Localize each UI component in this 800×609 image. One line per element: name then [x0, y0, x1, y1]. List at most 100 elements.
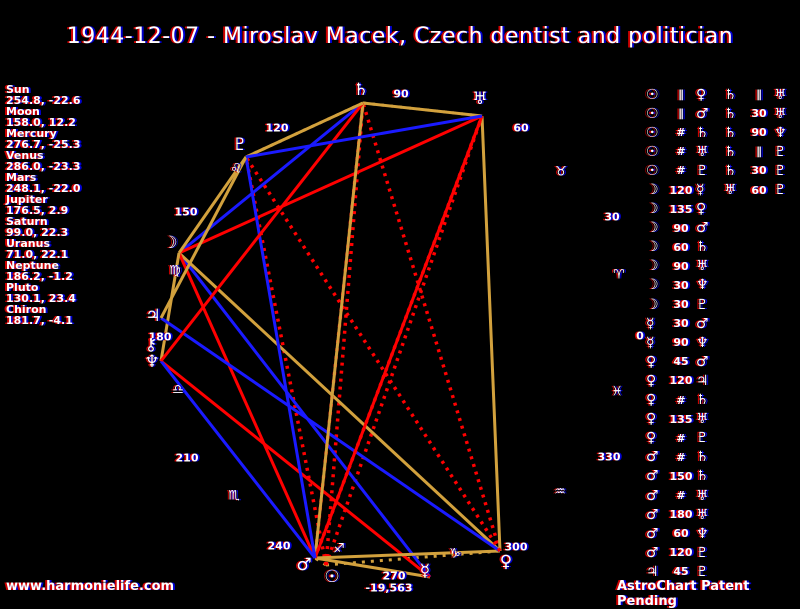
- aquarius-sign-glyph: ♒: [556, 485, 568, 500]
- moon-glyph: ☽: [646, 201, 659, 218]
- aspect-row: ☉ ∥ ♂: [646, 104, 724, 123]
- libra-sign-glyph: ♎: [172, 383, 184, 398]
- aspect-line-moon-30-pluto: [177, 156, 248, 254]
- neptune-glyph: ♆: [774, 124, 787, 141]
- neptune-glyph: ♆: [696, 277, 709, 294]
- aspect-type: ∥: [756, 88, 762, 102]
- aspect-line-mars-120-pluto: [244, 156, 317, 559]
- aspect-type: #: [676, 431, 686, 445]
- aspect-line-mars-180-uranus: [313, 115, 484, 559]
- taurus-sign-glyph: ♉: [557, 165, 569, 180]
- mars-glyph: ♂: [646, 449, 659, 466]
- degree-tick-240: 240: [268, 540, 291, 553]
- aspect-line-venus-135-uranus: [480, 115, 502, 552]
- virgo-sign-glyph: ♍: [171, 264, 183, 279]
- uranus-glyph: ♅: [724, 182, 737, 199]
- mercury-glyph: ☿: [646, 334, 655, 351]
- degree-tick-210: 210: [177, 452, 200, 465]
- aspect-type: #: [676, 126, 686, 140]
- venus-glyph: ♀: [646, 353, 657, 370]
- website-link[interactable]: www.harmonielife.com: [6, 579, 175, 594]
- aspect-type: 150: [669, 469, 693, 483]
- degree-tick-0: 0: [634, 330, 642, 343]
- scorpio-sign-glyph: ♏: [230, 489, 242, 504]
- saturn-glyph: ♄: [724, 143, 737, 160]
- pluto-glyph: ♇: [696, 544, 709, 561]
- mercury-planet-glyph: ☿: [420, 561, 430, 581]
- jupiter-planet-glyph: ♃: [145, 306, 160, 326]
- neptune-glyph: ♆: [696, 334, 709, 351]
- aspect-line-moon-30-neptune: [159, 252, 181, 362]
- mercury-glyph: ☿: [696, 182, 705, 199]
- aspect-row: ♂ # ♄: [646, 448, 724, 467]
- aspect-row: ☉ ∥ ♀: [646, 85, 724, 104]
- degree-tick-150: 150: [176, 206, 199, 219]
- moon-planet-glyph: ☽: [164, 233, 179, 253]
- degree-tick-120: 120: [266, 122, 289, 135]
- aspect-line-venus-CP-saturn: [361, 102, 502, 552]
- sun-planet-glyph: ☉: [326, 567, 341, 587]
- mercury-planet-glyph: ☿: [422, 561, 432, 581]
- uranus-planet-glyph: ♅: [472, 89, 487, 109]
- aspect-row: ♄ ∥ ♇: [724, 142, 800, 161]
- aspect-type: #: [676, 145, 686, 159]
- aspect-row: ☽ 60 ♄: [646, 238, 724, 257]
- planet-name: Venus: [6, 149, 44, 162]
- aspect-line-moon-135-venus: [177, 251, 502, 553]
- uranus-glyph: ♅: [696, 506, 709, 523]
- venus-glyph: ♀: [696, 86, 707, 103]
- sun-glyph: ☉: [646, 105, 659, 122]
- uranus-glyph: ♅: [696, 258, 709, 275]
- planet-name: Neptune: [6, 259, 59, 272]
- pluto-glyph: ♇: [696, 563, 709, 580]
- aspect-row: ♅ 60 ♇: [724, 180, 800, 199]
- libra-sign-glyph: ♎: [174, 383, 186, 398]
- aspect-line-sun-CP-uranus: [324, 115, 484, 566]
- degree-tick-240: 240: [266, 540, 289, 553]
- aspect-line-moon-90-uranus: [178, 114, 483, 255]
- sun-planet-glyph: ☉: [323, 567, 338, 587]
- pluto-glyph: ♇: [696, 296, 709, 313]
- aspect-row: ♂ # ♅: [646, 486, 724, 505]
- aspect-type: #: [676, 164, 686, 178]
- planet-name: Uranus: [6, 237, 50, 250]
- degree-tick-0: 0: [636, 330, 644, 343]
- moon-glyph: ☽: [646, 277, 659, 294]
- aspect-row: ♀ 120 ♃: [646, 371, 724, 390]
- aspect-type: #: [676, 393, 686, 407]
- pluto-glyph: ♇: [774, 143, 787, 160]
- aspect-type: 60: [673, 527, 689, 541]
- degree-tick-210: 210: [176, 452, 199, 465]
- aspect-row: ☽ 135 ♀: [646, 200, 724, 219]
- degree-tick-180: 180: [150, 331, 173, 344]
- venus-planet-glyph: ♀: [502, 552, 514, 572]
- aspect-type: ∥: [678, 107, 684, 121]
- venus-planet-glyph: ♀: [500, 552, 512, 572]
- coordinate-readout: -19,563: [364, 582, 411, 595]
- saturn-glyph: ♄: [724, 124, 737, 141]
- degree-tick-120: 120: [264, 122, 287, 135]
- pisces-sign-glyph: ♓: [611, 385, 623, 400]
- aspect-row: ☽ 30 ♇: [646, 295, 724, 314]
- moon-glyph: ☽: [646, 296, 659, 313]
- degree-tick-60: 60: [513, 122, 529, 135]
- mars-planet-glyph: ♂: [296, 555, 311, 575]
- aspect-type: 120: [669, 546, 693, 560]
- planet-position-list: Sun 254.8, -22.6 Moon 158.0, 12.2 Mercury 276…: [6, 84, 81, 326]
- capricorn-sign-glyph: ♑: [449, 547, 461, 562]
- brand-note: AstroChart Patent Pending: [617, 579, 750, 609]
- mars-glyph: ♂: [696, 220, 709, 237]
- aspect-type: 135: [669, 202, 693, 216]
- neptune-planet-glyph: ♆: [146, 352, 161, 372]
- sun-glyph: ☉: [646, 143, 659, 160]
- aspect-type: 180: [669, 508, 693, 522]
- planet-lon-dec: 158.0, 12.2: [6, 116, 76, 129]
- planet-lon-dec: 248.1, -22.0: [6, 182, 81, 195]
- degree-tick-330: 330: [598, 451, 621, 464]
- moon-planet-glyph: ☽: [162, 233, 177, 253]
- capricorn-sign-glyph: ♑: [451, 547, 463, 562]
- moon-glyph: ☽: [646, 220, 659, 237]
- aspect-row: ♂ 180 ♅: [646, 505, 724, 524]
- sun-glyph: ☉: [646, 86, 659, 103]
